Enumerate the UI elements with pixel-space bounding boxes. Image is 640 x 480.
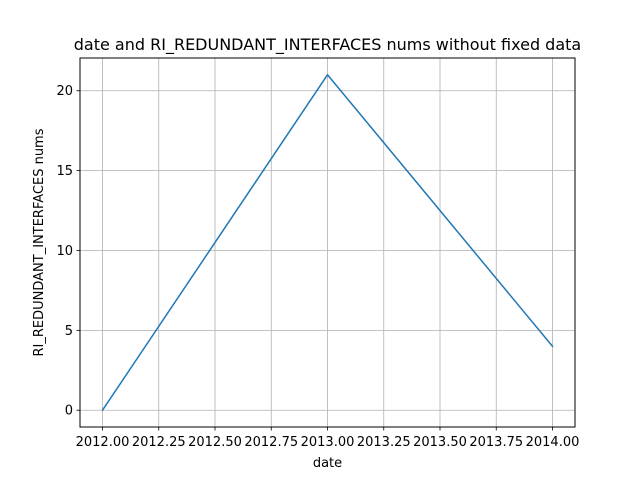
y-tick-label: 5 [65,324,73,339]
y-tick-label: 10 [56,244,73,259]
y-tick-label: 0 [65,404,73,419]
series-layer [101,74,554,412]
x-tick-label: 2013.25 [357,435,411,450]
x-tick-label: 2012.25 [132,435,186,450]
x-tick-label: 2012.75 [244,435,298,450]
x-tick-label: 2012.50 [188,435,242,450]
y-axis-label: RI_REDUNDANT_INTERFACES nums [32,128,47,356]
grid-lines [80,58,575,427]
x-tick-label: 2013.75 [469,435,523,450]
x-tick-label: 2012.00 [76,435,130,450]
x-axis-label: date [313,456,342,471]
series-line [101,74,554,412]
y-tick-label: 15 [56,164,73,179]
axis-ticks: 2012.00 2012.25 2012.50 2012.75 2013.00 2013.… [56,84,579,450]
x-tick-label: 2014.00 [526,435,580,450]
y-tick-label: 20 [56,84,73,99]
x-tick-label: 2013.50 [413,435,467,450]
x-tick-label: 2013.00 [301,435,355,450]
chart-title: date and RI_REDUNDANT_INTERFACES nums wi… [74,35,581,55]
